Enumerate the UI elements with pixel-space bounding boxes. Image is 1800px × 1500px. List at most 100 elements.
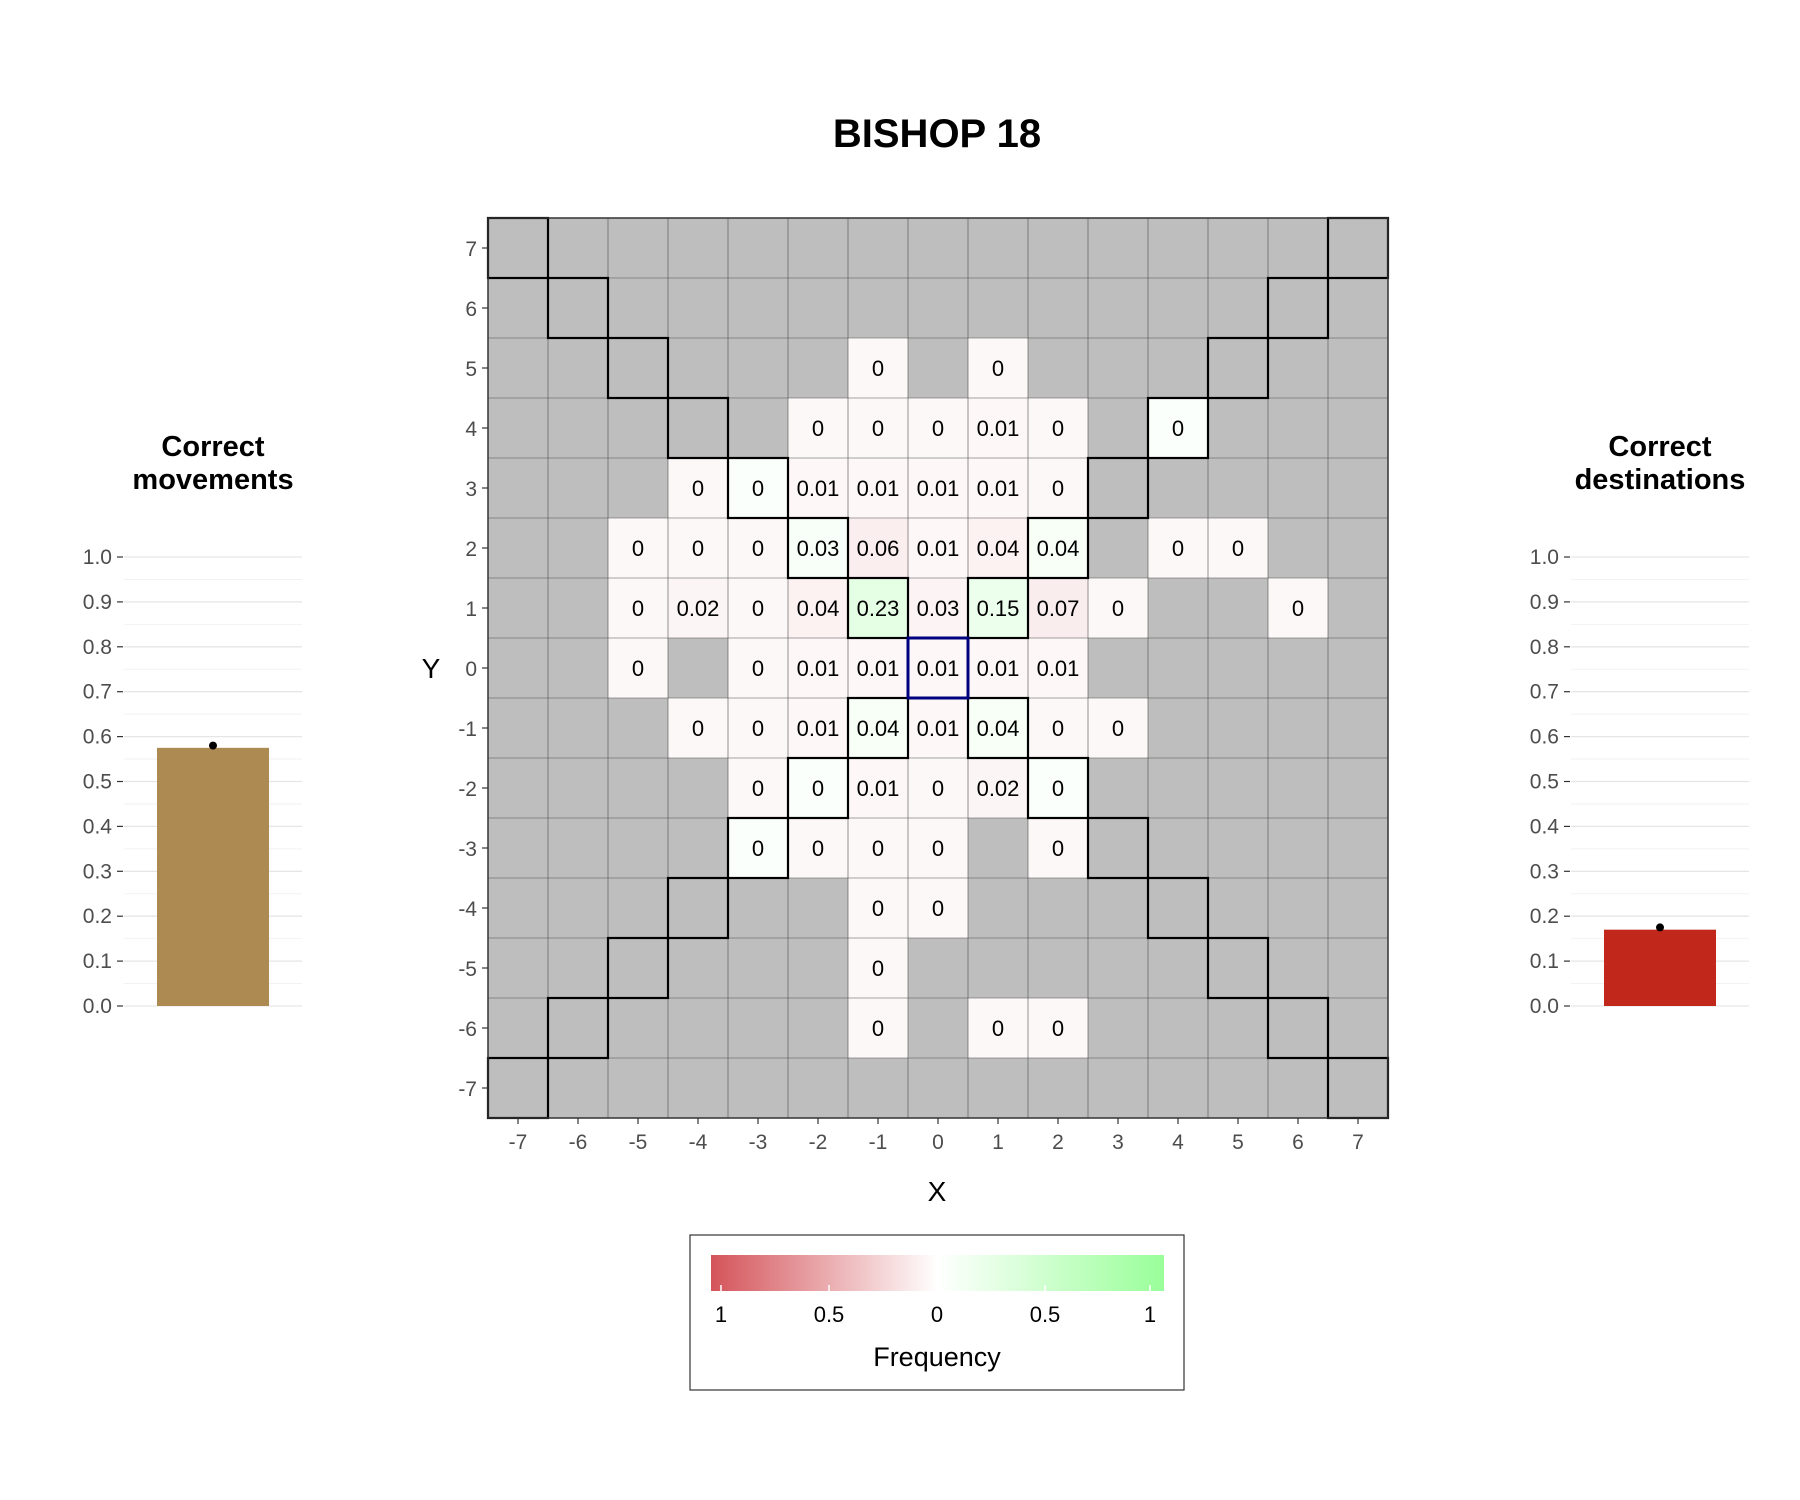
y-tick-label: 0.3	[1530, 860, 1559, 883]
legend-tick-label: 1	[1144, 1302, 1156, 1327]
legal-square-outline	[786, 756, 850, 820]
cell-value-label: 0	[932, 836, 944, 861]
legal-square-outline	[726, 816, 790, 880]
cell-value-label: 0	[1112, 716, 1124, 741]
cell-value-label: 0.01	[977, 476, 1020, 501]
cell-value-label: 0	[1052, 416, 1064, 441]
legal-square-outline	[606, 336, 670, 400]
y-tick-label: 0.4	[1530, 815, 1560, 838]
y-tick-label: -1	[458, 718, 477, 741]
y-tick-label: 0.0	[1530, 995, 1559, 1018]
legal-square-outline	[666, 876, 730, 940]
y-tick-label: 2	[465, 538, 477, 561]
cell-value-label: 0	[1292, 596, 1304, 621]
y-tick-label: 0.1	[83, 950, 112, 973]
heatmap-cell	[968, 518, 1028, 578]
x-tick-label: 7	[1352, 1131, 1364, 1154]
cell-value-label: 0.01	[797, 476, 840, 501]
heatmap-cell	[668, 518, 728, 578]
y-tick-label: 0.8	[83, 636, 112, 659]
legal-square-outline	[1206, 336, 1270, 400]
cell-value-label: 0	[1172, 416, 1184, 441]
heatmap-cell	[968, 998, 1028, 1058]
heatmap-cell	[908, 638, 968, 698]
y-tick-label: 0.9	[1530, 591, 1559, 614]
cell-value-label: 0.07	[1037, 596, 1080, 621]
y-tick-label: 0.7	[1530, 681, 1559, 704]
legal-square-outline	[1146, 876, 1210, 940]
cell-value-label: 0.01	[917, 536, 960, 561]
heatmap-cell	[668, 578, 728, 638]
heatmap-cell	[788, 818, 848, 878]
y-tick-label: 0.0	[83, 995, 112, 1018]
cell-value-label: 0	[932, 776, 944, 801]
heatmap-cell	[848, 458, 908, 518]
heatmap-cell	[1148, 518, 1208, 578]
heatmap-cell	[728, 638, 788, 698]
y-tick-label: 1.0	[83, 546, 112, 569]
y-tick-label: 0.5	[1530, 771, 1559, 794]
x-tick-label: -4	[689, 1131, 708, 1154]
chart-title: BISHOP 18	[833, 112, 1041, 156]
movements-title-line-2: movements	[132, 464, 293, 496]
legal-square-outline	[546, 996, 610, 1060]
heatmap-cell	[848, 938, 908, 998]
cell-value-label: 0.01	[917, 716, 960, 741]
x-tick-label: 2	[1052, 1131, 1064, 1154]
cell-value-label: 0	[1052, 836, 1064, 861]
y-tick-label: 0.3	[83, 860, 112, 883]
destinations-title-line-1: Correct	[1608, 431, 1711, 463]
y-tick-label: -5	[458, 958, 477, 981]
legal-square-outline	[846, 696, 910, 760]
y-tick-label: 7	[465, 238, 477, 261]
cell-value-label: 0	[752, 776, 764, 801]
cell-value-label: 0	[1232, 536, 1244, 561]
legend-tick-label: 0	[931, 1302, 943, 1327]
destinations-title-line-2: destinations	[1575, 464, 1746, 496]
heatmap-cell	[908, 458, 968, 518]
y-tick-label: 0.5	[83, 771, 112, 794]
heatmap-cell	[1028, 998, 1088, 1058]
heatmap-cell	[1148, 398, 1208, 458]
x-tick-label: 4	[1172, 1131, 1184, 1154]
legend-tick-label: 0.5	[814, 1302, 845, 1327]
y-tick-label: 0.1	[1530, 950, 1559, 973]
mean-point	[1656, 923, 1664, 932]
heatmap-cell	[968, 638, 1028, 698]
y-tick-label: 4	[465, 418, 477, 441]
y-axis-label: Y	[422, 653, 441, 684]
y-tick-label: 6	[465, 298, 477, 321]
heatmap-cell	[908, 758, 968, 818]
y-tick-label: 0.6	[83, 726, 112, 749]
cell-value-label: 0	[752, 596, 764, 621]
cell-value-label: 0	[932, 896, 944, 921]
heatmap-cell	[908, 818, 968, 878]
cell-value-label: 0.04	[977, 716, 1020, 741]
legal-square-outline	[1266, 276, 1330, 340]
heatmap-cell	[788, 458, 848, 518]
heatmap-cell	[848, 398, 908, 458]
heatmap-cell	[908, 518, 968, 578]
heatmap-cell	[788, 518, 848, 578]
heatmap-cell	[728, 578, 788, 638]
cell-value-label: 0	[632, 536, 644, 561]
cell-value-label: 0	[752, 656, 764, 681]
cell-value-label: 0	[872, 416, 884, 441]
heatmap-cell	[1028, 398, 1088, 458]
cell-value-label: 0.03	[797, 536, 840, 561]
cell-value-label: 0.15	[977, 596, 1020, 621]
cell-value-label: 0	[1112, 596, 1124, 621]
heatmap-cell	[848, 758, 908, 818]
y-tick-label: -2	[458, 778, 477, 801]
heatmap-cell	[848, 338, 908, 398]
cell-value-label: 0	[812, 416, 824, 441]
legal-square-outline	[546, 276, 610, 340]
cell-value-label: 0	[872, 956, 884, 981]
legend: 1 0.5 0 0.5 1 Frequency	[689, 1234, 1185, 1391]
heatmap-cell	[968, 398, 1028, 458]
heatmap-cell	[728, 458, 788, 518]
cell-value-label: 0	[752, 536, 764, 561]
heatmap-cell	[968, 758, 1028, 818]
heatmap-cell	[608, 638, 668, 698]
heatmap-cell	[908, 698, 968, 758]
